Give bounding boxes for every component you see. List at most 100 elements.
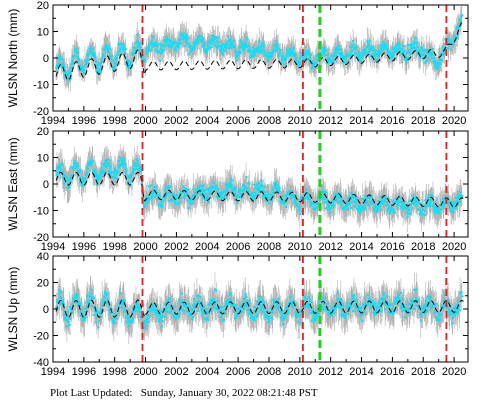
data-point [350,191,353,194]
data-point [181,308,184,311]
data-point [369,54,372,57]
data-point [161,48,164,51]
data-point [99,62,102,65]
data-point [115,313,118,316]
data-point [86,305,89,308]
data-point [303,192,306,195]
data-point [173,47,176,50]
data-point [255,49,258,52]
data-point [270,53,273,56]
data-point [55,65,59,68]
data-point [345,205,348,208]
data-point [308,56,311,59]
data-point [77,165,80,168]
data-point [63,65,66,68]
data-point [120,162,123,166]
data-point [229,42,232,45]
data-point [408,209,411,212]
data-point [242,189,245,192]
data-point [419,56,422,59]
x-tick-label: 2004 [195,241,219,253]
data-point [68,323,71,327]
data-point [185,188,188,191]
data-point [455,200,458,203]
data-point [417,53,420,57]
data-point [122,158,125,162]
data-point [337,201,340,205]
data-point [114,174,117,177]
data-point [430,194,433,197]
data-point [212,35,215,38]
data-point [55,167,59,170]
data-point [75,296,79,299]
data-point [75,47,78,50]
data-point [140,182,143,185]
data-point [90,304,93,308]
data-point [157,317,160,321]
y-tick-label: 20 [37,126,49,138]
data-point [449,48,452,51]
data-point [305,188,308,191]
x-axis: 1994 1996 1998 2000 2002 2004 2006 2008 2010 2012… [41,5,466,127]
data-point [352,196,355,199]
data-point [99,312,102,315]
data-point [152,303,155,306]
data-point [230,186,233,189]
data-point [238,196,241,199]
data-point [306,192,309,195]
data-point [253,51,256,54]
data-point [180,42,183,45]
data-point [368,46,371,50]
data-point [130,61,133,64]
data-point [160,51,163,54]
data-point [206,49,209,52]
data-point [118,300,121,303]
data-point [449,206,452,209]
data-point [199,35,203,38]
data-point [75,293,78,296]
data-point [115,177,118,180]
data-point [160,44,163,47]
data-point [137,43,140,46]
data-point [72,306,75,309]
data-point [167,45,171,48]
data-point [151,42,154,45]
data-point [138,305,141,308]
data-point [315,55,319,58]
data-point [441,53,444,56]
data-point [156,304,159,307]
data-point [406,43,409,47]
data-point [72,61,75,64]
data-point [107,45,111,48]
data-point [65,71,68,75]
data-point [127,63,130,66]
data-point [163,315,166,318]
data-point [64,70,67,73]
data-point [433,208,436,211]
data-point [332,53,335,56]
data-point [439,63,442,66]
data-point [133,164,136,167]
data-point [192,48,195,51]
data-point [422,53,426,56]
data-point [297,63,301,66]
data-point [73,294,76,297]
data-point [159,52,162,55]
data-point [67,315,70,318]
data-point [136,33,139,36]
data-point [417,49,421,52]
data-point [321,53,324,57]
data-point [181,302,185,305]
data-point [119,156,122,160]
data-point [260,42,263,45]
data-point [181,300,184,303]
data-point [125,63,129,67]
data-point [294,196,297,199]
data-point [62,64,65,67]
data-point [339,55,343,58]
data-point [353,200,357,203]
data-point [166,307,169,310]
data-point [140,315,143,318]
data-point [222,53,225,56]
data-point [415,42,418,45]
